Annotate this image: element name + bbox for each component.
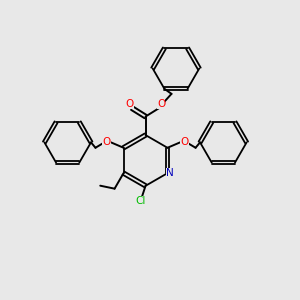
Text: O: O [180, 137, 189, 147]
Text: O: O [157, 99, 166, 109]
Text: Cl: Cl [135, 196, 145, 206]
Text: O: O [102, 137, 111, 147]
Text: N: N [166, 168, 173, 178]
Text: O: O [126, 99, 134, 109]
